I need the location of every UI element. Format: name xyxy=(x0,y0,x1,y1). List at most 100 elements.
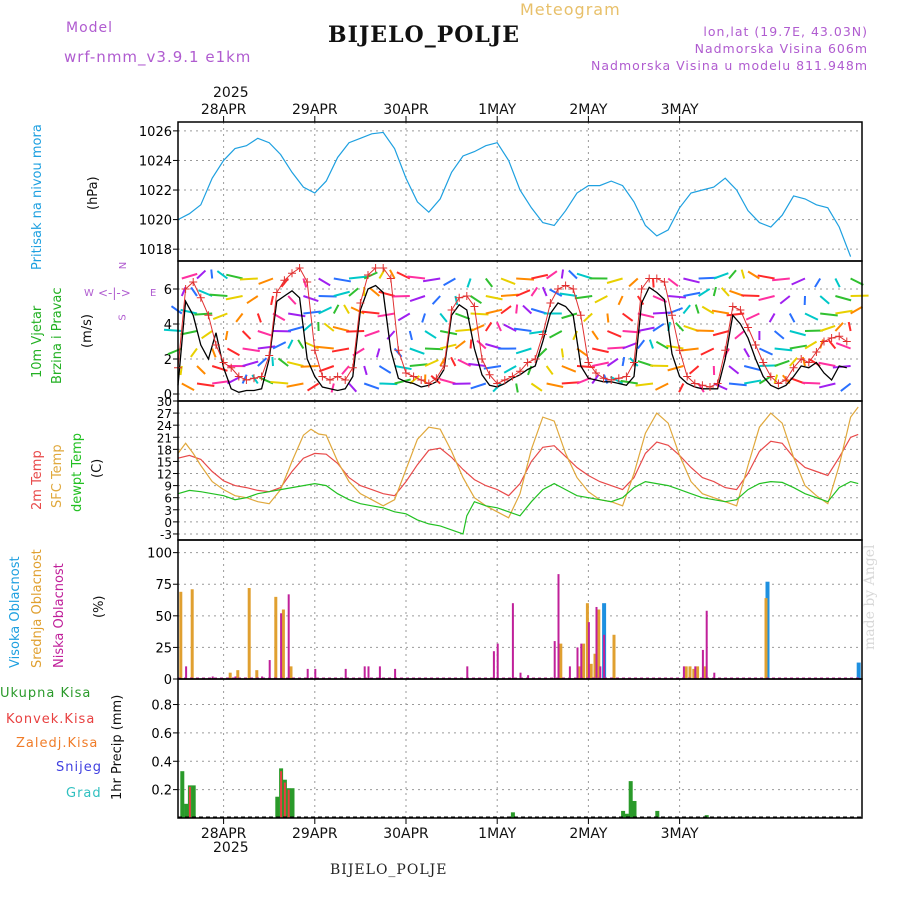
wind-arrow xyxy=(773,374,779,384)
wind-arrow xyxy=(394,365,412,371)
wind-arrow xyxy=(698,288,711,297)
wind-arrow xyxy=(333,277,351,283)
wind-arrow xyxy=(789,330,806,337)
convective-bar xyxy=(283,782,286,818)
wind-arrow xyxy=(316,345,334,350)
ytick-label: 1020 xyxy=(139,214,172,229)
wind-arrow xyxy=(606,313,610,323)
wind-arrow xyxy=(726,312,745,317)
gust-point xyxy=(675,346,684,355)
mid-bar xyxy=(236,670,240,679)
gust-point xyxy=(371,264,380,272)
gust-point xyxy=(789,363,798,372)
gust-point xyxy=(204,311,213,320)
model-altitude-text: Nadmorska Visina u modelu 811.948m xyxy=(591,58,868,73)
wind-arrow xyxy=(323,322,335,332)
panel-clouds: 0 25 50 75 100 xyxy=(147,540,862,688)
low-bar xyxy=(394,668,397,679)
gust-point xyxy=(295,264,304,272)
wind-arrow xyxy=(257,330,274,337)
wind-arrow xyxy=(622,312,634,322)
ytick-label: 30 xyxy=(157,395,172,409)
gust-point xyxy=(820,337,828,346)
gust-point xyxy=(592,369,600,377)
gust-point xyxy=(250,374,258,383)
wind-arrow xyxy=(758,375,772,385)
gust-point xyxy=(516,367,524,376)
wind-arrow xyxy=(648,339,654,349)
mid-bar xyxy=(703,666,707,679)
wind-arrow xyxy=(820,312,838,317)
wind-arrow xyxy=(210,269,214,279)
gust-point xyxy=(630,358,638,367)
mid-bar xyxy=(289,666,293,679)
total-bar xyxy=(621,810,626,818)
low-bar xyxy=(701,649,704,679)
wind-arrow xyxy=(546,382,564,388)
low-bar xyxy=(280,613,283,679)
wind-arrow xyxy=(744,379,762,385)
gust-point xyxy=(759,358,768,367)
wind-arrow xyxy=(226,347,240,357)
wind-arrow xyxy=(606,277,623,284)
day-label-bottom: 1MAY xyxy=(478,826,516,842)
low-bar xyxy=(314,668,317,679)
wind-arrow xyxy=(216,270,228,280)
wind-arrow xyxy=(713,272,729,280)
total-bar xyxy=(191,785,196,818)
wind-arrow xyxy=(545,365,554,376)
wind-arrow xyxy=(834,322,844,332)
wind-arrow xyxy=(712,286,717,297)
mid-bar xyxy=(578,666,582,679)
wind-arrow xyxy=(379,382,398,386)
wind-arrow xyxy=(363,382,380,390)
ytick-label: 4 xyxy=(164,318,172,333)
wind-arrow xyxy=(364,330,380,338)
wind-arrow xyxy=(774,347,793,352)
wind-arrow xyxy=(333,290,350,297)
wind-arrow xyxy=(675,322,685,332)
wind-arrow xyxy=(635,382,654,387)
wind-arrow xyxy=(559,292,578,297)
gust-point xyxy=(485,370,494,379)
gust-point xyxy=(242,376,251,384)
2m-line xyxy=(177,433,859,497)
gust-point xyxy=(310,346,319,355)
wind-arrow xyxy=(758,347,773,356)
gust-point xyxy=(212,341,220,349)
wind-arrow xyxy=(181,272,198,280)
low-bar xyxy=(234,676,237,679)
wind-arrow xyxy=(549,330,563,339)
wind-arrow xyxy=(500,305,512,315)
total-bar xyxy=(510,812,515,818)
gust-point xyxy=(736,306,745,314)
wind-arrow xyxy=(302,278,308,288)
gust-point xyxy=(424,379,433,388)
low-bar xyxy=(682,666,685,679)
day-label-top: 3MAY xyxy=(661,102,699,118)
wind-arrow xyxy=(747,270,760,280)
wind-arrow xyxy=(772,277,790,282)
wind-arrow xyxy=(734,330,745,340)
wind-arrow xyxy=(341,365,350,375)
wind-arrow xyxy=(503,323,517,332)
high-bar xyxy=(856,662,861,679)
wind-arrow xyxy=(318,277,331,287)
gust-point xyxy=(645,274,654,283)
ytick-label: 1024 xyxy=(139,154,172,169)
wind-arrow xyxy=(743,348,751,358)
wind-arrow xyxy=(515,289,531,297)
ytick-label: 3 xyxy=(164,504,172,518)
wind-arrow xyxy=(827,339,837,350)
low-bar xyxy=(363,666,366,679)
gust-point xyxy=(409,372,418,381)
gust-point xyxy=(797,355,806,363)
wind-arrow xyxy=(389,269,396,279)
wind-arrow xyxy=(728,382,747,387)
wind-arrow xyxy=(196,269,207,280)
gust-point xyxy=(493,379,502,388)
low-bar xyxy=(587,622,590,679)
low-bar xyxy=(603,634,606,679)
low-bar xyxy=(496,643,499,679)
model-name: wrf-nmm_v3.9.1 e1km xyxy=(64,48,252,66)
